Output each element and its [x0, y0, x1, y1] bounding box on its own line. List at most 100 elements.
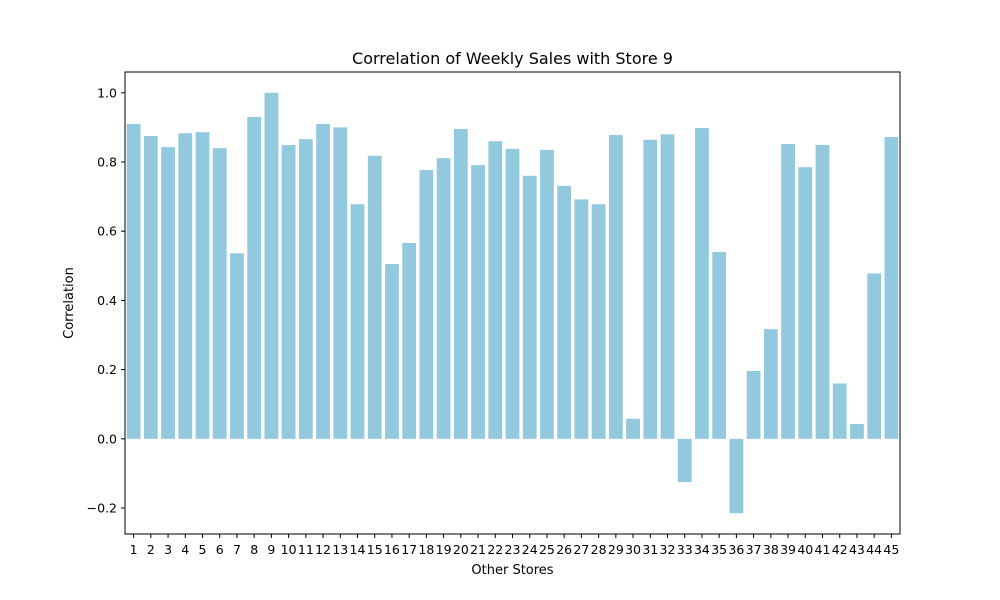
bar-store-21 — [471, 165, 485, 439]
bar-store-7 — [230, 253, 244, 439]
x-tick-label: 36 — [728, 542, 744, 557]
x-tick-label: 31 — [642, 542, 658, 557]
x-tick-label: 6 — [216, 542, 224, 557]
x-tick-label: 12 — [315, 542, 331, 557]
bar-store-12 — [316, 123, 330, 439]
x-tick-label: 37 — [746, 542, 762, 557]
y-tick-label: 0.2 — [97, 362, 117, 377]
bar-store-11 — [298, 139, 313, 439]
y-tick-label: 0.6 — [97, 224, 117, 239]
x-tick-label: 5 — [199, 542, 207, 557]
bar-store-4 — [178, 133, 193, 439]
bar-store-38 — [763, 329, 778, 439]
y-tick-label: 0.8 — [97, 154, 117, 169]
x-tick-label: 41 — [815, 542, 831, 557]
bar-store-8 — [247, 116, 262, 439]
bar-store-26 — [557, 185, 572, 439]
x-tick-label: 21 — [470, 542, 486, 557]
x-tick-label: 26 — [556, 542, 572, 557]
bar-store-33 — [677, 438, 692, 483]
x-tick-label: 10 — [281, 542, 297, 557]
x-tick-label: 32 — [660, 542, 676, 557]
bar-store-9 — [264, 92, 279, 439]
bar-store-28 — [591, 204, 606, 439]
x-tick-label: 29 — [608, 542, 624, 557]
y-axis: −0.2 0.0 0.2 0.4 0.6 0.8 1.0 — [87, 85, 125, 516]
x-tick-label: 17 — [401, 542, 417, 557]
bar-store-45 — [884, 137, 899, 439]
x-tick-label: 1 — [130, 542, 138, 557]
x-tick-label: 9 — [267, 542, 275, 557]
bar-store-22 — [488, 141, 503, 439]
x-tick-label: 15 — [367, 542, 383, 557]
x-axis: 1 2 3 4 5 6 7 8 9 10 11 12 13 14 15 16 17 18 19 20 21 22 23 24 2… — [130, 534, 899, 557]
x-tick-label: 44 — [866, 542, 882, 557]
x-tick-label: 23 — [505, 542, 521, 557]
bar-store-3 — [161, 147, 175, 439]
bar-store-29 — [608, 134, 623, 439]
x-tick-label: 27 — [573, 542, 589, 557]
x-tick-label: 16 — [384, 542, 400, 557]
x-tick-label: 14 — [350, 542, 366, 557]
x-tick-label: 3 — [164, 542, 172, 557]
x-axis-label: Other Stores — [471, 563, 553, 578]
bar-store-15 — [367, 155, 382, 439]
bar-store-44 — [867, 273, 882, 439]
bar-store-14 — [350, 204, 365, 439]
bar-store-35 — [712, 251, 727, 439]
x-tick-label: 35 — [711, 542, 727, 557]
bar-store-43 — [850, 423, 864, 439]
x-tick-label: 24 — [522, 542, 538, 557]
x-tick-label: 7 — [233, 542, 241, 557]
y-tick-label: 0.4 — [97, 293, 117, 308]
bar-store-42 — [832, 383, 847, 439]
bar-store-37 — [746, 371, 761, 439]
x-tick-label: 30 — [625, 542, 641, 557]
x-tick-label: 38 — [763, 542, 779, 557]
bar-store-19 — [436, 158, 451, 439]
y-tick-label: 0.0 — [97, 431, 117, 446]
bar-store-20 — [453, 129, 468, 439]
x-tick-label: 40 — [797, 542, 813, 557]
x-tick-label: 8 — [250, 542, 258, 557]
bar-store-2 — [143, 136, 158, 439]
x-tick-label: 4 — [181, 542, 189, 557]
x-tick-label: 45 — [883, 542, 899, 557]
bar-store-23 — [505, 148, 520, 439]
y-axis-label: Correlation — [62, 267, 77, 339]
x-tick-label: 13 — [332, 542, 348, 557]
bar-store-18 — [419, 169, 434, 439]
bar-store-39 — [781, 143, 795, 439]
bar-store-24 — [522, 175, 537, 439]
x-tick-label: 2 — [147, 542, 155, 557]
bar-store-31 — [643, 139, 658, 439]
bar-store-40 — [798, 167, 813, 439]
x-tick-label: 19 — [436, 542, 452, 557]
bar-store-30 — [626, 418, 640, 439]
x-tick-label: 39 — [780, 542, 796, 557]
x-tick-label: 11 — [298, 542, 314, 557]
x-tick-label: 25 — [539, 542, 555, 557]
x-tick-label: 28 — [591, 542, 607, 557]
bar-store-10 — [281, 145, 296, 439]
bar-store-41 — [815, 145, 830, 439]
bar-store-16 — [385, 264, 399, 439]
x-tick-label: 33 — [677, 542, 693, 557]
bar-store-13 — [333, 127, 348, 439]
x-tick-label: 20 — [453, 542, 469, 557]
chart-title: Correlation of Weekly Sales with Store 9 — [352, 49, 673, 68]
x-tick-label: 18 — [418, 542, 434, 557]
bar-store-32 — [660, 134, 675, 439]
bar-store-5 — [195, 132, 210, 439]
bar-store-25 — [540, 149, 554, 439]
bar-store-17 — [402, 242, 417, 439]
bars-group — [126, 92, 899, 514]
y-tick-label: −0.2 — [87, 501, 117, 516]
y-tick-label: 1.0 — [97, 85, 117, 100]
x-tick-label: 42 — [832, 542, 848, 557]
bar-store-6 — [212, 148, 227, 439]
bar-store-34 — [695, 128, 709, 439]
bar-store-27 — [574, 199, 589, 439]
